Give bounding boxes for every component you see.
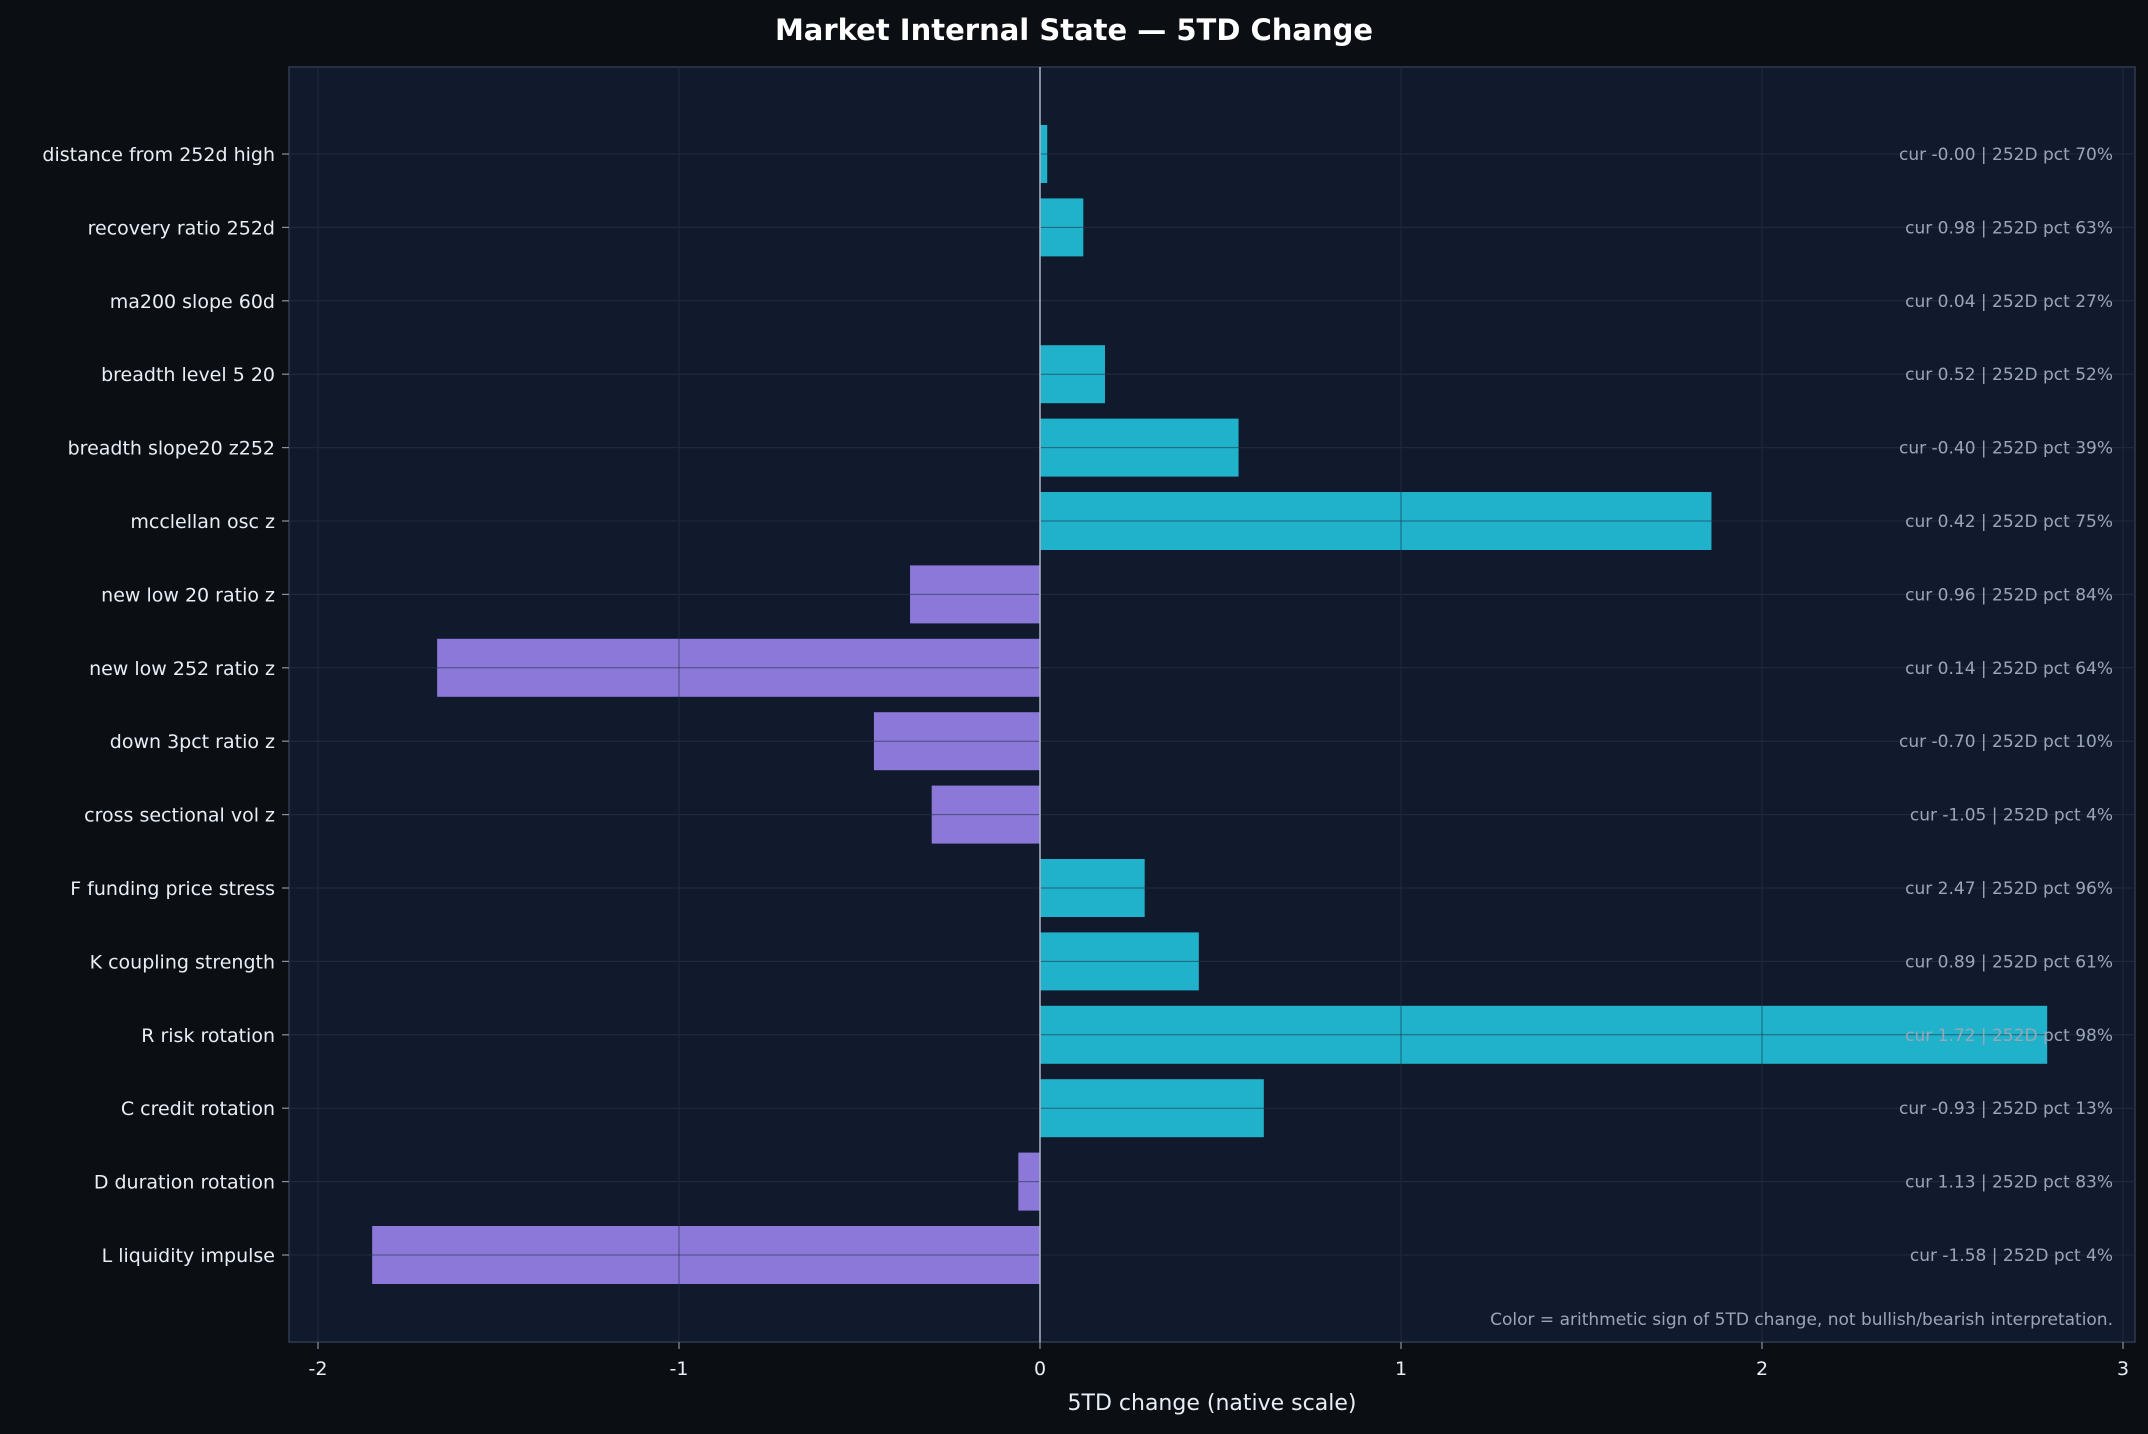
bar-annotation: cur 0.04 | 252D pct 27%: [1905, 292, 2113, 312]
bar-annotation: cur 0.42 | 252D pct 75%: [1905, 512, 2113, 532]
bar-annotation: cur 0.52 | 252D pct 52%: [1905, 365, 2113, 385]
y-tick-labels: distance from 252d high recovery ratio 25…: [42, 144, 289, 1267]
y-tick-label: breadth slope20 z252: [68, 438, 275, 460]
x-tick-label: 3: [2117, 1358, 2129, 1380]
bar-annotation: cur -1.58 | 252D pct 4%: [1910, 1246, 2113, 1266]
y-tick-label: new low 252 ratio z: [89, 658, 275, 680]
footnote: Color = arithmetic sign of 5TD change, n…: [1490, 1310, 2113, 1330]
y-tick-label: D duration rotation: [94, 1172, 275, 1194]
y-tick-label: distance from 252d high: [42, 144, 275, 166]
y-tick-label: cross sectional vol z: [84, 805, 275, 827]
bar-annotation: cur 1.13 | 252D pct 83%: [1905, 1173, 2113, 1193]
bar-annotation: cur -0.70 | 252D pct 10%: [1899, 732, 2113, 752]
x-tick-labels: -2 -1 0 1 2 3: [309, 1342, 2129, 1380]
chart-title: Market Internal State — 5TD Change: [775, 13, 1373, 47]
bar-annotation: cur 0.96 | 252D pct 84%: [1905, 585, 2113, 605]
overlay-grid: [289, 67, 2135, 1342]
bar-annotation: cur -1.05 | 252D pct 4%: [1910, 806, 2113, 826]
bar-annotation: cur -0.00 | 252D pct 70%: [1899, 145, 2113, 165]
x-tick-label: 1: [1395, 1358, 1407, 1380]
bar-annotation: cur 0.98 | 252D pct 63%: [1905, 218, 2113, 238]
y-tick-label: K coupling strength: [90, 951, 275, 973]
y-tick-label: R risk rotation: [141, 1025, 275, 1047]
bar-annotation: cur 0.89 | 252D pct 61%: [1905, 952, 2113, 972]
y-tick-label: recovery ratio 252d: [88, 217, 275, 239]
bar-annotation: cur 2.47 | 252D pct 96%: [1905, 879, 2113, 899]
bar-annotation: cur -0.40 | 252D pct 39%: [1899, 439, 2113, 459]
bar-annotations: cur -0.00 | 252D pct 70% cur 0.98 | 252D …: [1899, 145, 2113, 1266]
x-axis-label: 5TD change (native scale): [1068, 1391, 1357, 1416]
y-tick-label: down 3pct ratio z: [110, 731, 275, 753]
plot-area: [288, 66, 2136, 1343]
y-tick-label: breadth level 5 20: [101, 364, 275, 386]
bar-annotation: cur 0.14 | 252D pct 64%: [1905, 659, 2113, 679]
bar-annotation: cur -0.93 | 252D pct 13%: [1899, 1099, 2113, 1119]
y-tick-label: mcclellan osc z: [130, 511, 275, 533]
x-tick-label: -2: [309, 1358, 328, 1380]
x-tick-label: -1: [670, 1358, 689, 1380]
y-tick-label: new low 20 ratio z: [101, 584, 275, 606]
y-tick-label: F funding price stress: [70, 878, 275, 900]
x-tick-label: 2: [1756, 1358, 1768, 1380]
x-tick-label: 0: [1034, 1358, 1046, 1380]
y-tick-label: L liquidity impulse: [102, 1245, 275, 1267]
y-tick-label: ma200 slope 60d: [110, 291, 275, 313]
bar-annotation: cur 1.72 | 252D pct 98%: [1905, 1026, 2113, 1046]
y-tick-label: C credit rotation: [121, 1098, 275, 1120]
